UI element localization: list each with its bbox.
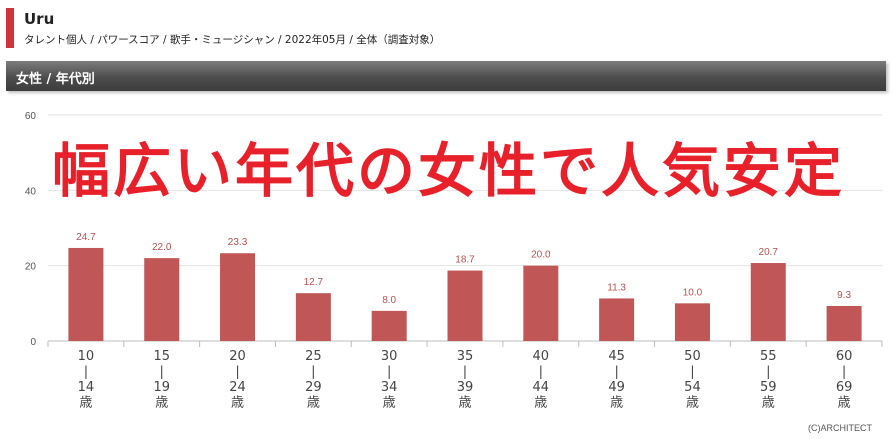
x-tick-label: 44	[533, 380, 550, 395]
x-tick-label: 20	[229, 349, 246, 364]
bar	[750, 263, 786, 341]
x-tick-label: 24	[229, 380, 246, 395]
x-tick-label: 54	[684, 380, 701, 395]
y-tick-label: 20	[25, 262, 37, 273]
bar	[826, 305, 862, 341]
talent-name: Uru	[24, 10, 55, 28]
x-tick-label: |	[84, 365, 88, 380]
x-tick-label: 50	[684, 349, 701, 364]
y-tick-label: 40	[25, 186, 37, 197]
x-tick-label: 19	[153, 380, 170, 395]
x-tick-label: 69	[836, 380, 853, 395]
x-tick-label: |	[463, 365, 467, 380]
x-tick-label: 14	[78, 380, 95, 395]
x-tick-label: 59	[760, 380, 777, 395]
breadcrumb: タレント個人 / パワースコア / 歌手・ミュージシャン / 2022年05月 …	[24, 34, 441, 46]
x-tick-label: 60	[836, 349, 853, 364]
data-label: 23.3	[228, 237, 248, 248]
section-header: 女性 / 年代別	[6, 61, 886, 91]
x-tick-label: 35	[457, 349, 474, 364]
y-tick-label: 0	[30, 337, 36, 348]
x-tick-label: 55	[760, 349, 777, 364]
x-tick-label: 歳	[383, 396, 396, 411]
x-tick-label: 10	[78, 349, 95, 364]
data-label: 11.3	[607, 282, 626, 293]
bar	[371, 310, 407, 341]
y-tick-label: 60	[25, 111, 37, 122]
x-tick-label: |	[311, 365, 315, 380]
x-tick-label: |	[539, 365, 543, 380]
x-tick-label: |	[766, 365, 770, 380]
x-tick-label: 45	[608, 349, 625, 364]
x-tick-label: |	[160, 365, 164, 380]
x-tick-label: 歳	[686, 396, 699, 411]
data-label: 10.0	[683, 287, 703, 298]
x-tick-label: |	[842, 365, 846, 380]
data-label: 18.7	[455, 255, 475, 266]
data-label: 20.0	[531, 250, 551, 261]
accent-bar	[6, 8, 14, 48]
x-tick-label: |	[387, 365, 391, 380]
x-tick-label: 34	[381, 380, 398, 395]
bar	[674, 303, 710, 341]
data-label: 8.0	[382, 295, 396, 306]
bar	[220, 253, 256, 341]
x-tick-label: 49	[608, 380, 625, 395]
x-tick-label: 歳	[534, 396, 547, 411]
data-label: 9.3	[837, 290, 851, 301]
x-tick-label: 39	[457, 380, 474, 395]
data-label: 24.7	[76, 232, 96, 243]
x-tick-label: 歳	[79, 396, 92, 411]
data-label: 20.7	[759, 247, 779, 258]
x-tick-label: |	[235, 365, 239, 380]
x-tick-label: 25	[305, 349, 322, 364]
data-label: 12.7	[304, 277, 324, 288]
x-tick-label: |	[614, 365, 618, 380]
bar	[295, 293, 331, 341]
headline-overlay: 幅広い年代の女性で人気安定	[52, 137, 846, 205]
bar	[144, 258, 180, 341]
x-tick-label: 歳	[231, 396, 244, 411]
bar	[523, 265, 559, 341]
x-tick-label: 歳	[458, 396, 471, 411]
x-tick-label: 40	[533, 349, 550, 364]
x-tick-label: 29	[305, 380, 322, 395]
x-tick-label: |	[690, 365, 694, 380]
x-tick-label: 歳	[762, 396, 775, 411]
data-label: 22.0	[152, 242, 172, 253]
bar	[599, 298, 635, 341]
x-tick-label: 歳	[610, 396, 623, 411]
x-tick-label: 歳	[155, 396, 168, 411]
x-tick-label: 15	[153, 349, 170, 364]
section-title: 女性 / 年代別	[16, 72, 95, 87]
x-tick-label: 30	[381, 349, 398, 364]
bar	[447, 270, 483, 341]
copyright: (C)ARCHITECT	[808, 423, 872, 433]
x-tick-label: 歳	[307, 396, 320, 411]
bar	[68, 247, 104, 341]
x-tick-label: 歳	[838, 396, 851, 411]
